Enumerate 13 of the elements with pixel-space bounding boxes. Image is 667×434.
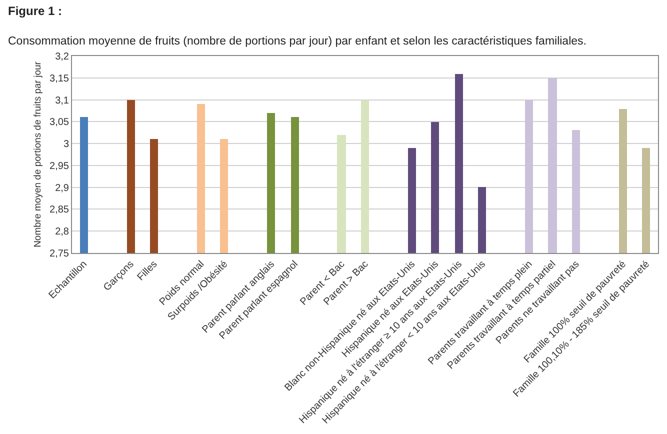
y-tick-label: 3,05 xyxy=(50,117,70,128)
y-tick-label: 2,85 xyxy=(50,204,70,216)
y-tick-label: 2,95 xyxy=(50,160,70,172)
y-tick-label: 3,2 xyxy=(55,52,70,62)
y-tick-label: 2,75 xyxy=(50,248,70,260)
chart-subtitle: Consommation moyenne de fruits (nombre de portions par jour) par enfant et selon les caractéristiques familiales. xyxy=(8,35,586,48)
chart-title: Figure 1 : xyxy=(8,4,62,18)
y-axis-title: Nombre moyen de portions de fruits par jour xyxy=(32,62,44,248)
y-tick-label: 3,1 xyxy=(55,95,70,106)
y-tick-label: 2,9 xyxy=(55,182,70,194)
y-tick-label: 3 xyxy=(63,139,70,150)
y-tick-label: 2,8 xyxy=(55,226,70,238)
y-tick-label: 3,15 xyxy=(50,73,70,84)
